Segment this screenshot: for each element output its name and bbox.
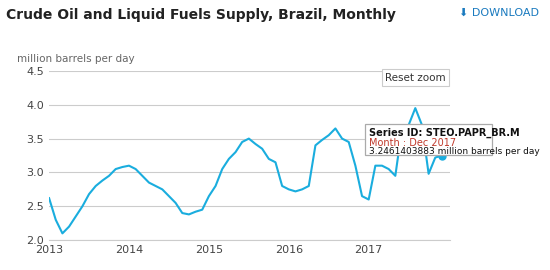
Text: Month : Dec 2017: Month : Dec 2017 <box>370 138 456 148</box>
Point <box>438 153 447 158</box>
Text: Series ID: STEO.PAPR_BR.M: Series ID: STEO.PAPR_BR.M <box>370 128 520 138</box>
Text: Crude Oil and Liquid Fuels Supply, Brazil, Monthly: Crude Oil and Liquid Fuels Supply, Brazi… <box>6 8 395 22</box>
Text: 3.2461403883 million barrels per day: 3.2461403883 million barrels per day <box>370 147 540 156</box>
Text: million barrels per day: million barrels per day <box>17 54 135 64</box>
FancyBboxPatch shape <box>365 124 492 155</box>
Text: ⬇ DOWNLOAD: ⬇ DOWNLOAD <box>459 8 539 18</box>
Text: Reset zoom: Reset zoom <box>386 73 446 83</box>
